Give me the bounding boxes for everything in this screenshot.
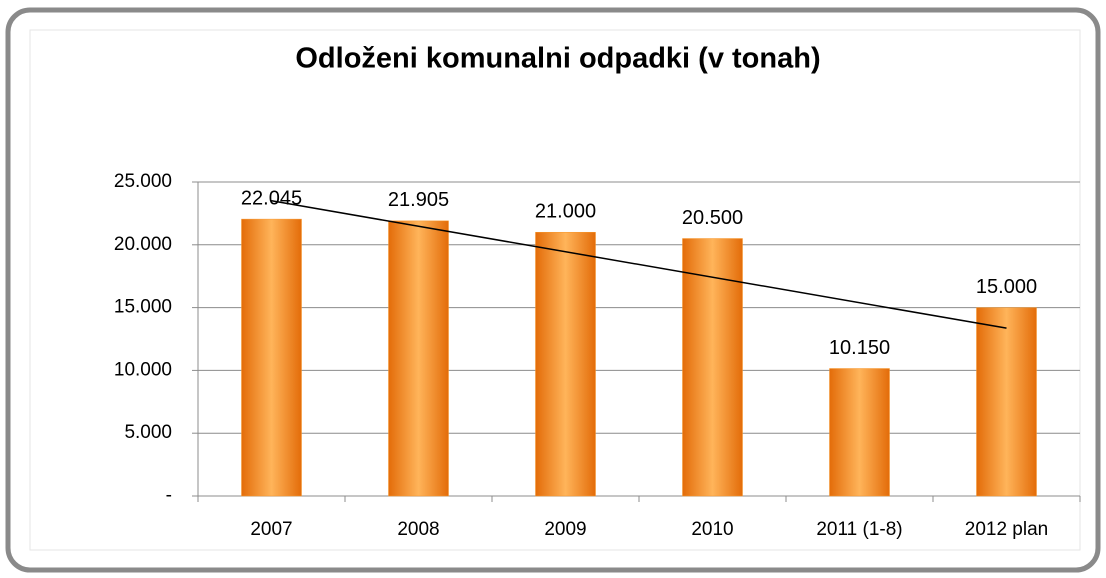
y-tick-label: 25.000 <box>114 171 172 192</box>
bar <box>976 307 1037 497</box>
x-tick-label: 2007 <box>250 519 292 540</box>
value-label: 20.500 <box>682 207 743 229</box>
value-label: 22.045 <box>241 187 302 209</box>
y-tick-label: 20.000 <box>114 234 172 255</box>
x-tick-label: 2008 <box>397 519 439 540</box>
value-label: 15.000 <box>976 276 1037 298</box>
x-tick-label: 2011 (1-8) <box>816 519 902 540</box>
bar <box>388 220 449 497</box>
bar <box>535 231 596 497</box>
bar <box>829 368 890 497</box>
y-tick-label: 10.000 <box>114 359 172 380</box>
y-tick-label: - <box>166 485 172 506</box>
trendline <box>271 200 1007 329</box>
value-label: 10.150 <box>829 337 890 359</box>
y-tick-label: 5.000 <box>124 422 172 443</box>
y-tick-label: 15.000 <box>114 297 172 318</box>
bar <box>241 218 302 497</box>
x-tick-label: 2012 plan <box>965 519 1048 540</box>
inner-frame <box>29 29 1081 551</box>
chart-title: Odloženi komunalni odpadki (v tonah) <box>295 43 820 75</box>
x-tick-label: 2010 <box>691 519 733 540</box>
value-label: 21.905 <box>388 189 449 211</box>
x-tick-label: 2009 <box>544 519 586 540</box>
value-label: 21.000 <box>535 201 596 223</box>
